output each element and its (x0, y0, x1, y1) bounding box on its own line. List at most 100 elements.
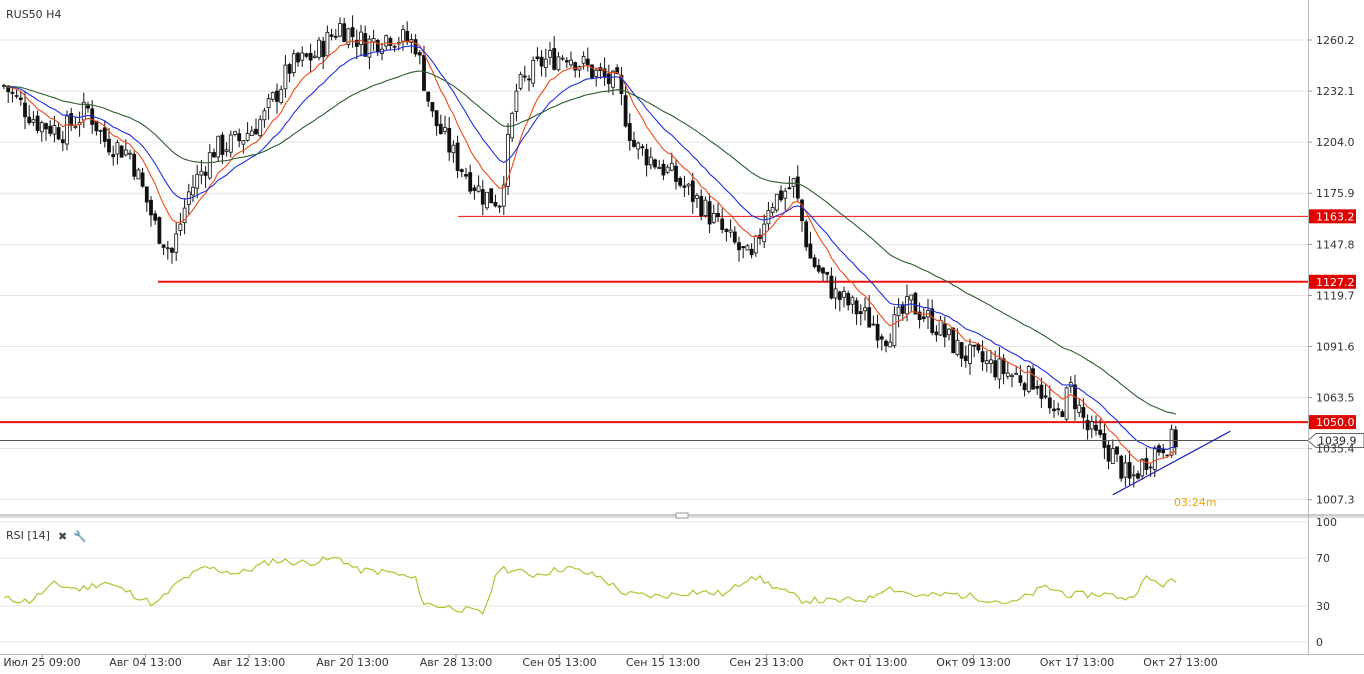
candle-body (455, 142, 460, 171)
candle-body (195, 174, 200, 189)
candle-body (695, 194, 699, 199)
candle-body (1022, 383, 1027, 391)
level-label: 1163.2 (1316, 210, 1355, 223)
candle-body (1018, 375, 1023, 383)
candle-body (825, 271, 830, 275)
candle-body (81, 101, 86, 121)
candle-body (23, 102, 27, 118)
candle-body (417, 52, 422, 56)
candle-body (590, 64, 594, 79)
candle-body (1052, 408, 1056, 412)
candle-body (296, 52, 300, 63)
candle-body (1123, 462, 1128, 478)
candle-body (875, 324, 880, 341)
candle-body (842, 291, 846, 298)
candle-body (165, 247, 170, 250)
candle-body (174, 233, 179, 253)
candle-body (447, 127, 452, 153)
candle-body (237, 133, 242, 142)
candle-body (94, 120, 99, 132)
candle-body (1081, 407, 1086, 418)
x-tick-label: Авг 04 13:00 (109, 656, 181, 669)
candle-body (136, 169, 141, 180)
candle-body (241, 140, 246, 145)
candle-body (863, 307, 867, 312)
candle-body (300, 52, 305, 61)
candle-body (997, 358, 1002, 380)
candle-body (665, 166, 670, 173)
candle-body (1119, 455, 1124, 479)
candle-body (989, 359, 993, 364)
current-price-tag (1307, 432, 1364, 448)
candle-body (443, 127, 447, 132)
candle-body (804, 221, 809, 248)
candle-body (896, 306, 901, 317)
candle-body (233, 131, 237, 135)
candle-body (472, 187, 477, 191)
candle-body (216, 135, 221, 158)
candle-body (350, 27, 355, 38)
candle-body (18, 97, 23, 101)
candle-body (585, 58, 590, 66)
candle-body (816, 265, 821, 272)
candle-body (640, 146, 645, 149)
candle-body (669, 162, 674, 171)
candle-body (27, 116, 32, 124)
candle-body (212, 152, 216, 158)
candle-body (1140, 458, 1145, 477)
candle-body (228, 134, 233, 153)
x-tick-label: Сен 05 13:00 (522, 656, 596, 669)
candle-body (31, 119, 36, 123)
candle-body (333, 35, 338, 38)
candle-body (342, 23, 347, 42)
candle-body (653, 159, 657, 168)
candle-body (657, 167, 662, 170)
candle-body (678, 178, 683, 186)
candle-body (1115, 446, 1119, 455)
candle-body (720, 218, 725, 230)
candle-body (388, 37, 393, 46)
candle-body (909, 294, 914, 301)
candle-body (921, 316, 926, 320)
candle-body (850, 296, 855, 305)
candle-body (892, 314, 897, 346)
candle-body (879, 336, 884, 340)
candle-body (35, 115, 40, 131)
candle-body (451, 144, 456, 154)
candle-body (1098, 429, 1103, 435)
candle-body (833, 288, 838, 299)
candle-body (552, 48, 557, 70)
candle-body (224, 149, 229, 152)
candle-body (254, 128, 258, 135)
candle-body (938, 319, 943, 336)
wrench-icon[interactable]: 🔧 (73, 530, 87, 543)
candle-body (1026, 366, 1031, 392)
candle-body (527, 78, 531, 81)
candle-body (220, 134, 225, 155)
close-icon[interactable]: ✖ (58, 530, 68, 543)
x-tick-label: Авг 28 13:00 (420, 656, 492, 669)
candle-body (1005, 372, 1010, 377)
candle-body (1035, 386, 1040, 389)
candle-body (144, 186, 149, 203)
candle-body (115, 142, 120, 155)
candle-body (107, 138, 111, 153)
candle-body (329, 34, 334, 37)
candle-body (1077, 404, 1082, 413)
y-tick-label: 1175.9 (1316, 187, 1355, 200)
candle-body (321, 40, 326, 58)
candle-body (249, 130, 254, 136)
candle-body (86, 105, 90, 109)
candle-layer (2, 15, 1178, 488)
grid-layer (0, 39, 1308, 501)
ma-line-50 (3, 70, 1176, 415)
candle-body (258, 119, 263, 137)
level-layer: 1163.2 1127.2 1050.0 (0, 209, 1356, 430)
candle-body (354, 39, 359, 47)
candle-body (1169, 428, 1174, 456)
candle-body (434, 110, 439, 127)
level-label-box (1308, 274, 1356, 289)
trendline (1112, 430, 1231, 496)
candle-body (837, 291, 842, 301)
candle-body (699, 196, 704, 217)
